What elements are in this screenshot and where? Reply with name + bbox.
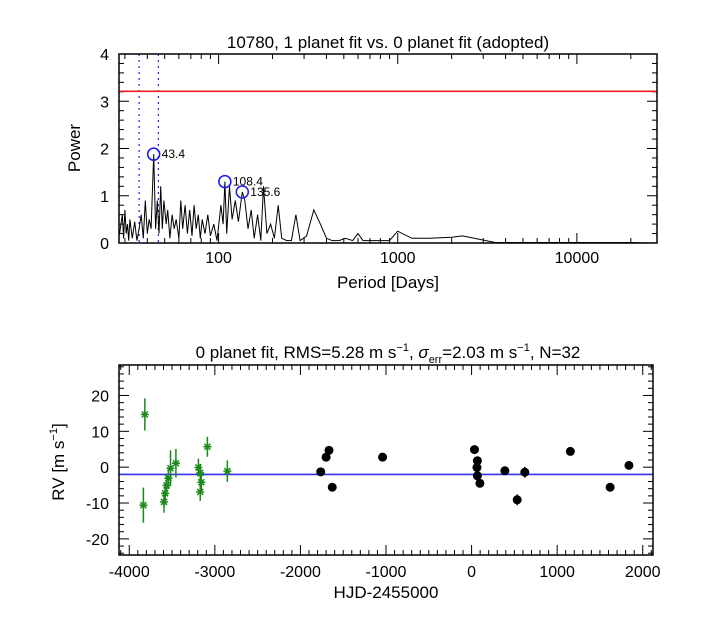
rv-title-b: , xyxy=(409,343,418,362)
y-tick-label: 0 xyxy=(100,236,109,253)
rv-point xyxy=(472,471,482,481)
periodogram-title: 10780, 1 planet fit vs. 0 planet fit (ad… xyxy=(227,33,549,52)
star-point xyxy=(140,410,149,419)
star-point xyxy=(196,487,205,496)
periodogram-ylabel: Power xyxy=(65,124,84,173)
rv-title-d: , N=32 xyxy=(530,343,581,362)
rv-point xyxy=(512,495,522,505)
y-tick-label: 1 xyxy=(100,189,109,206)
star-point xyxy=(166,464,175,473)
x-tick-label: 1000 xyxy=(539,564,575,581)
y-tick-label: 0 xyxy=(100,460,109,477)
rv-plot: -4000 -3000 -2000 -1000 0 1000 2000 -20 -10 0 10 20 xyxy=(86,364,661,581)
x-tick-label: -2000 xyxy=(280,564,321,581)
rv-ylabel-b: ] xyxy=(49,423,68,428)
rv-title-sup2: −1 xyxy=(517,342,530,354)
x-tick-label: 10000 xyxy=(555,250,600,267)
rv-title-sigma: σ xyxy=(418,343,429,362)
y-tick-label: 3 xyxy=(100,94,109,111)
peak-marker xyxy=(146,147,161,161)
rv-point xyxy=(475,478,485,488)
rv-point xyxy=(624,460,634,470)
rv-point xyxy=(520,467,530,477)
rv-title-a: 0 planet fit, RMS=5.28 m s xyxy=(196,343,397,362)
star-point xyxy=(197,478,206,487)
x-tick-label: -1000 xyxy=(366,564,407,581)
periodogram-line xyxy=(119,154,657,243)
rv-ylabel: RV [m s−1] xyxy=(48,423,68,500)
x-tick-label: -3000 xyxy=(194,564,235,581)
rv-point xyxy=(324,445,334,455)
y-tick-label: -10 xyxy=(86,496,109,513)
star-point xyxy=(203,442,212,451)
y-tick-label: 4 xyxy=(100,47,109,64)
rv-xlabel: HJD-2455000 xyxy=(334,583,439,602)
peak-marker xyxy=(218,174,232,189)
peak-label: 43.4 xyxy=(162,147,186,161)
star-point xyxy=(162,481,171,490)
rv-point xyxy=(469,445,479,455)
rv-point xyxy=(565,446,575,456)
rv-title-sup1: −1 xyxy=(396,342,409,354)
x-tick-label: -4000 xyxy=(109,564,150,581)
peak-label: 135.6 xyxy=(250,185,280,199)
rv-title: 0 planet fit, RMS=5.28 m s−1, σerr=2.03 … xyxy=(196,342,581,366)
x-tick-label: 1000 xyxy=(380,250,416,267)
y-tick-label: 20 xyxy=(91,388,109,405)
star-point xyxy=(196,468,205,477)
rv-point xyxy=(605,482,615,492)
y-tick-label: 2 xyxy=(100,142,109,159)
peak-label: 108.4 xyxy=(233,175,263,189)
rv-title-sub: err xyxy=(429,354,443,366)
peak-marker xyxy=(235,185,250,199)
star-point xyxy=(139,501,148,510)
plot-frame xyxy=(118,53,658,244)
rv-point xyxy=(327,482,337,492)
star-point xyxy=(171,459,180,468)
rv-point xyxy=(321,452,331,462)
rv-point xyxy=(316,467,326,477)
periodogram-xlabel: Period [Days] xyxy=(337,273,439,292)
star-point xyxy=(160,497,169,506)
x-tick-label: 100 xyxy=(205,250,232,267)
plot-frame xyxy=(118,364,654,556)
rv-point xyxy=(378,452,388,462)
rv-ylabel-sup: −1 xyxy=(48,428,60,441)
star-point xyxy=(161,489,170,498)
y-tick-label: -20 xyxy=(86,532,109,549)
rv-point xyxy=(472,456,482,466)
y-tick-label: 10 xyxy=(91,424,109,441)
rv-point xyxy=(472,463,482,473)
rv-title-c: =2.03 m s xyxy=(442,343,517,362)
x-tick-label: 0 xyxy=(467,564,476,581)
x-tick-label: 2000 xyxy=(625,564,661,581)
rv-ylabel-a: RV [m s xyxy=(49,441,68,501)
star-point xyxy=(223,467,232,476)
rv-point xyxy=(500,466,510,476)
